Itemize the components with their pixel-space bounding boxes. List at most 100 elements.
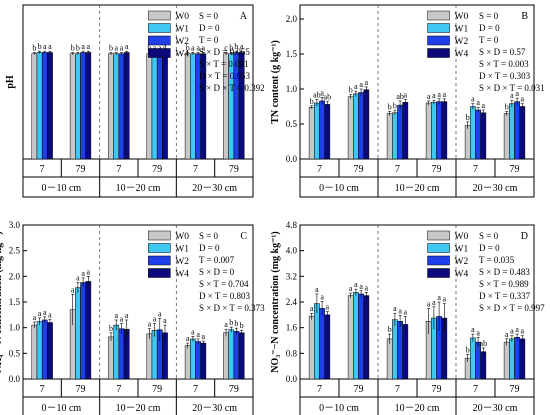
bar-w2 bbox=[118, 328, 125, 380]
x-tick-label: 79 bbox=[76, 164, 86, 175]
significance-letter: a bbox=[310, 304, 314, 313]
significance-letter: a bbox=[224, 320, 228, 329]
legend-label: W4 bbox=[175, 50, 189, 60]
x-tick-label: 79 bbox=[354, 164, 364, 175]
stats-line: S × T = 0.989 bbox=[479, 279, 529, 289]
significance-letter: a bbox=[153, 315, 157, 324]
significance-letter: a bbox=[48, 42, 52, 51]
bar-w0 bbox=[146, 53, 153, 160]
stats-line: S = 0 bbox=[199, 11, 219, 21]
bar-w1 bbox=[75, 53, 81, 160]
significance-letter: a bbox=[120, 315, 124, 324]
significance-letter: b bbox=[234, 319, 238, 328]
panel-letter: B bbox=[521, 11, 528, 22]
x-tick-label: 7 bbox=[317, 384, 322, 395]
bar-w2 bbox=[475, 109, 481, 160]
significance-letter: b bbox=[229, 43, 233, 52]
group-label: 0－10 cm bbox=[319, 403, 359, 414]
legend-swatch-w2 bbox=[148, 35, 171, 46]
bar-w0 bbox=[347, 295, 354, 380]
group-label: 0－10 cm bbox=[41, 183, 81, 194]
bar-w1 bbox=[392, 112, 398, 160]
x-tick-label: 79 bbox=[510, 164, 520, 175]
significance-letter: a bbox=[76, 273, 80, 282]
bar-w2 bbox=[233, 331, 240, 380]
legend-swatch-w2 bbox=[427, 35, 450, 46]
significance-letter: b bbox=[466, 345, 470, 354]
stats-line: D × T = 0.303 bbox=[479, 71, 531, 81]
bar-w2 bbox=[118, 53, 125, 160]
legend-label: W2 bbox=[455, 37, 469, 47]
significance-letter: a bbox=[482, 101, 486, 110]
stats-line: S = 0 bbox=[479, 231, 499, 241]
x-tick-label: 7 bbox=[40, 384, 45, 395]
significance-letter: a bbox=[48, 310, 52, 319]
bar-w1 bbox=[113, 53, 120, 160]
stats-line: S × D = 0 bbox=[199, 267, 235, 277]
legend-swatch-w0 bbox=[427, 10, 450, 21]
bar-w4 bbox=[200, 53, 207, 160]
significance-letter: a bbox=[43, 42, 47, 51]
group-label: 20－30 cm bbox=[473, 183, 518, 194]
significance-letter: a bbox=[393, 304, 397, 313]
significance-letter: a bbox=[87, 42, 91, 51]
legend-label: W0 bbox=[455, 12, 469, 22]
significance-letter: a bbox=[437, 293, 441, 302]
significance-letter: a bbox=[476, 98, 480, 107]
significance-letter: a bbox=[125, 42, 129, 51]
significance-letter: a bbox=[359, 80, 363, 89]
bar-w2 bbox=[514, 337, 520, 380]
x-tick-label: 79 bbox=[354, 384, 364, 395]
bar-w2 bbox=[319, 100, 325, 160]
bar-w1 bbox=[431, 102, 437, 160]
stats-line: D = 0 bbox=[199, 243, 220, 253]
legend-label: W4 bbox=[455, 270, 469, 280]
bar-w4 bbox=[480, 112, 487, 160]
significance-letter: c bbox=[224, 43, 228, 52]
significance-letter: a bbox=[365, 78, 369, 87]
significance-letter: a bbox=[114, 43, 118, 52]
significance-letter: a bbox=[476, 328, 480, 337]
significance-letter: b bbox=[147, 43, 151, 52]
stats-line: S × T = 0.704 bbox=[199, 279, 249, 289]
stats-line: D = 0 bbox=[479, 23, 500, 33]
bar-w4 bbox=[238, 332, 245, 380]
significance-letter: a bbox=[354, 280, 358, 289]
y-tick-label: 3.0 bbox=[9, 220, 21, 230]
legend-swatch-w1 bbox=[427, 243, 450, 253]
group-label: 10－20 cm bbox=[116, 403, 161, 414]
bar-w4 bbox=[363, 89, 370, 160]
y-tick-label: 2.0 bbox=[286, 14, 298, 24]
bar-w4 bbox=[324, 104, 331, 160]
bar-w4 bbox=[402, 324, 409, 380]
bar-w2 bbox=[319, 308, 325, 380]
legend-swatch-w0 bbox=[148, 10, 171, 21]
x-tick-label: 7 bbox=[395, 384, 400, 395]
bar-w0 bbox=[184, 53, 191, 160]
stats-line: T = 0.007 bbox=[199, 255, 235, 265]
legend-swatch-w1 bbox=[148, 243, 171, 253]
significance-letter: a bbox=[196, 43, 200, 52]
significance-letter: b bbox=[393, 102, 397, 111]
bar-w0 bbox=[223, 332, 229, 380]
stats-line: S × D × T = 0.392 bbox=[199, 83, 265, 93]
significance-letter: a bbox=[471, 325, 475, 334]
y-tick-label: 0.8 bbox=[286, 348, 298, 358]
significance-letter: b bbox=[71, 43, 75, 52]
y-tick-label: 0.0 bbox=[286, 374, 298, 384]
bar-w1 bbox=[190, 53, 196, 160]
x-tick-label: 7 bbox=[395, 164, 400, 175]
significance-letter: a bbox=[158, 309, 162, 318]
stats-line: S = 0 bbox=[199, 231, 219, 241]
significance-letter: b bbox=[349, 86, 353, 95]
stats-line: S = 0 bbox=[479, 11, 499, 21]
y-tick-label: 1.5 bbox=[286, 49, 298, 59]
y-tick-label: 2.0 bbox=[9, 271, 21, 281]
significance-letter: b bbox=[229, 318, 233, 327]
significance-letter: a bbox=[354, 82, 358, 91]
significance-letter: a bbox=[365, 283, 369, 292]
bar-w0 bbox=[308, 316, 315, 380]
bar-w1 bbox=[151, 329, 158, 380]
x-tick-label: 79 bbox=[432, 384, 442, 395]
